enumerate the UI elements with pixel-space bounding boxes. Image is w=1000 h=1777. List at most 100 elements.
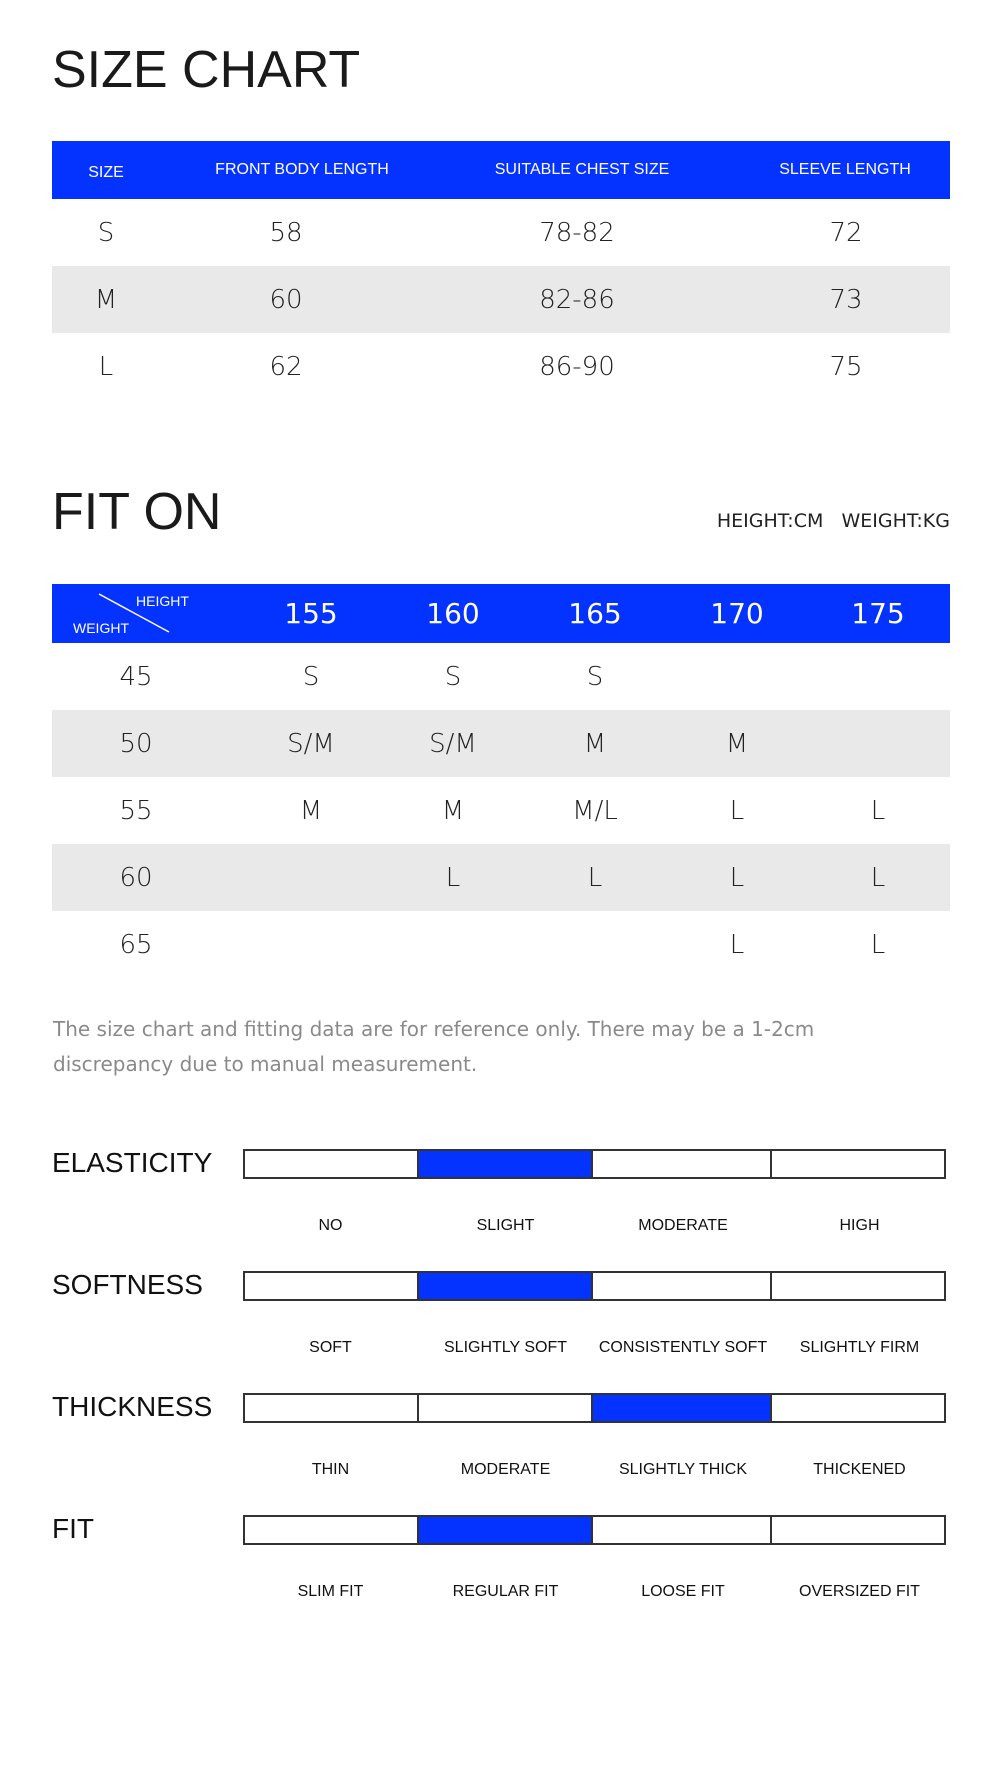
table-row: M 60 82-86 73	[52, 266, 950, 333]
attribute-name-fit: FIT	[52, 1513, 94, 1544]
option-label: MODERATE	[460, 1461, 551, 1478]
size-cell: M	[299, 795, 323, 826]
scale-segment	[419, 1395, 593, 1421]
size-cell: M	[583, 728, 607, 759]
option-label: CONSISTENTLY SOFT	[598, 1339, 768, 1356]
attribute-scale-bar	[243, 1515, 946, 1545]
table-row: 55 M M M/L L L	[52, 777, 950, 844]
weight-cell: 45	[119, 661, 153, 692]
table-cell: 75	[829, 351, 863, 382]
size-cell: L	[729, 929, 745, 960]
option-label: LOOSE FIT	[641, 1583, 725, 1600]
option-label: HIGH	[839, 1217, 880, 1234]
weight-cell: 60	[119, 862, 153, 893]
option-label: SLIGHTLY SOFT	[444, 1339, 567, 1356]
option-label: THICKENED	[813, 1461, 906, 1478]
height-header: 155	[284, 597, 338, 630]
fit-on-table: HEIGHT WEIGHT 155 160 165 170 175 45 S S S 50 S/M…	[52, 584, 950, 978]
size-cell: L	[587, 862, 603, 893]
scale-segment	[593, 1151, 772, 1177]
table-cell: 86-90	[539, 351, 615, 382]
table-row: L 62 86-90 75	[52, 333, 950, 400]
table-row: S 58 78-82 72	[52, 199, 950, 266]
table-row: 45 S S S	[52, 643, 950, 710]
attribute-name-softness: SOFTNESS	[52, 1269, 203, 1300]
weight-cell: 65	[119, 929, 153, 960]
table-row: 50 S/M S/M M M	[52, 710, 950, 777]
fit-on-title: FIT ON	[52, 483, 222, 541]
option-label: THIN	[311, 1461, 350, 1478]
scale-segment	[772, 1151, 944, 1177]
size-cell: S	[302, 661, 320, 692]
size-chart-title: SIZE CHART	[52, 41, 361, 99]
scale-segment	[419, 1517, 593, 1543]
table-cell: 62	[269, 351, 303, 382]
size-cell: L	[445, 862, 461, 893]
table-cell: 73	[829, 284, 863, 315]
header-chest-size: SUITABLE CHEST SIZE	[494, 161, 670, 178]
scale-segment	[245, 1151, 419, 1177]
scale-segment	[245, 1517, 419, 1543]
size-cell: L	[870, 929, 886, 960]
table-row: 65 L L	[52, 911, 950, 978]
attribute-options: SLIM FIT REGULAR FIT LOOSE FIT OVERSIZED FI…	[243, 1583, 946, 1601]
weight-cell: 55	[119, 795, 153, 826]
header-size: SIZE	[88, 164, 124, 181]
size-chart-header: SIZE FRONT BODY LENGTH SUITABLE CHEST SI…	[52, 141, 950, 199]
size-cell: M	[725, 728, 749, 759]
scale-segment	[419, 1151, 593, 1177]
size-cell: S/M	[429, 728, 477, 759]
scale-segment	[772, 1395, 944, 1421]
attribute-scale-bar	[243, 1393, 946, 1423]
option-label: SLIGHT	[476, 1217, 535, 1234]
size-cell: L	[729, 795, 745, 826]
size-cell: M	[441, 795, 465, 826]
size-cell: S	[586, 661, 604, 692]
height-header: 170	[710, 597, 764, 630]
height-header: 160	[426, 597, 480, 630]
table-cell: 72	[829, 217, 863, 248]
scale-segment	[245, 1273, 419, 1299]
height-header: 165	[568, 597, 622, 630]
table-cell: S	[97, 217, 115, 248]
diagonal-divider-icon	[98, 593, 170, 633]
size-cell: S/M	[287, 728, 335, 759]
table-cell: 60	[269, 284, 303, 315]
attribute-scale-bar	[243, 1271, 946, 1301]
corner-weight-label: WEIGHT	[73, 620, 129, 636]
table-row: 60 L L L L	[52, 844, 950, 911]
attribute-options: SOFT SLIGHTLY SOFT CONSISTENTLY SOFT SLIGHT…	[243, 1339, 946, 1357]
option-label: NO	[318, 1217, 343, 1234]
corner-height-label: HEIGHT	[136, 593, 189, 609]
size-cell: L	[729, 862, 745, 893]
header-sleeve-length: SLEEVE LENGTH	[779, 161, 911, 178]
table-cell: L	[98, 351, 114, 382]
option-label: REGULAR FIT	[452, 1583, 559, 1600]
option-label: SOFT	[309, 1339, 352, 1356]
attribute-options: THIN MODERATE SLIGHTLY THICK THICKENED	[243, 1461, 946, 1479]
size-chart-table: SIZE FRONT BODY LENGTH SUITABLE CHEST SI…	[52, 141, 950, 400]
scale-segment	[772, 1273, 944, 1299]
option-label: MODERATE	[638, 1217, 728, 1234]
units-label: HEIGHT:CM WEIGHT:KG	[716, 510, 950, 532]
attribute-name-elasticity: ELASTICITY	[52, 1147, 213, 1178]
option-label: SLIGHTLY FIRM	[799, 1339, 920, 1356]
option-label: SLIGHTLY THICK	[618, 1461, 748, 1478]
height-header: 175	[851, 597, 905, 630]
header-front-body-length: FRONT BODY LENGTH	[215, 161, 389, 178]
size-cell: L	[870, 862, 886, 893]
scale-segment	[245, 1395, 419, 1421]
attribute-options: NO SLIGHT MODERATE HIGH	[243, 1217, 946, 1235]
table-cell: 58	[269, 217, 303, 248]
size-cell: L	[870, 795, 886, 826]
option-label: OVERSIZED FIT	[799, 1583, 920, 1600]
fit-on-header: HEIGHT WEIGHT 155 160 165 170 175	[52, 584, 950, 643]
scale-segment	[593, 1395, 772, 1421]
disclaimer-note: The size chart and fitting data are for …	[53, 1017, 815, 1076]
table-cell: M	[94, 284, 118, 315]
table-cell: 78-82	[539, 217, 615, 248]
scale-segment	[593, 1517, 772, 1543]
size-cell: M/L	[572, 795, 618, 826]
attribute-scale-bar	[243, 1149, 946, 1179]
scale-segment	[593, 1273, 772, 1299]
